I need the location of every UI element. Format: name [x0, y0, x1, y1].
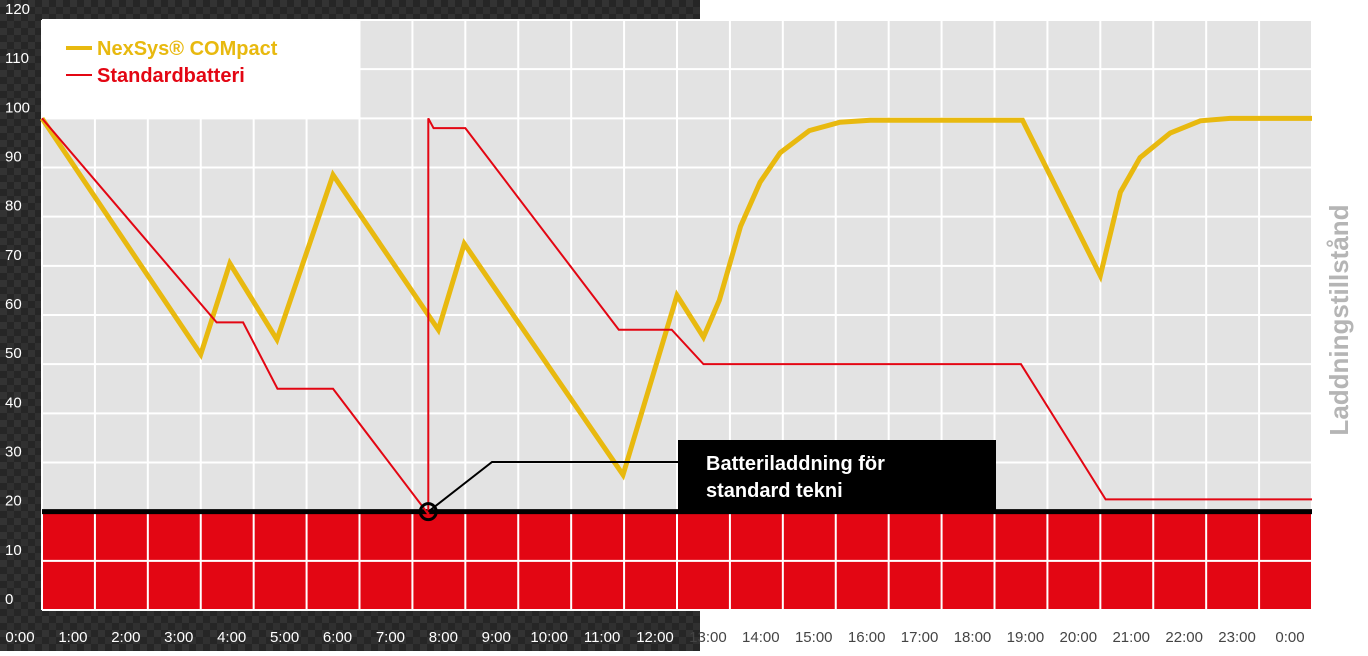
x-tick-label: 1:00 [58, 629, 87, 646]
y-tick-label: 70 [5, 247, 22, 264]
y-tick-label: 90 [5, 149, 22, 166]
annotation-box [678, 440, 996, 512]
x-tick-label: 22:00 [1165, 629, 1203, 646]
y-tick-label: 100 [5, 99, 30, 116]
series-line [39, 115, 1312, 481]
x-tick-label: 6:00 [323, 629, 352, 646]
x-tick-label: 19:00 [1007, 629, 1045, 646]
x-tick-label: 7:00 [376, 629, 405, 646]
legend-label: Standardbatteri [97, 65, 245, 87]
x-tick-label: 10:00 [530, 629, 568, 646]
x-tick-label: 9:00 [482, 629, 511, 646]
legend [42, 20, 360, 118]
y-tick-label: 10 [5, 542, 22, 559]
x-tick-label: 0:00 [1275, 629, 1304, 646]
y-tick-label: 30 [5, 444, 22, 461]
y-tick-label: 120 [5, 1, 30, 18]
series-line [41, 117, 1312, 518]
x-tick-label: 15:00 [795, 629, 833, 646]
x-tick-label: 21:00 [1112, 629, 1150, 646]
y-axis-label: Laddningstillstånd [1324, 204, 1354, 435]
x-tick-label: 5:00 [270, 629, 299, 646]
x-tick-label: 11:00 [584, 629, 620, 646]
y-tick-label: 0 [5, 591, 13, 608]
x-tick-label: 16:00 [848, 629, 886, 646]
annotation-text: standard tekni [706, 480, 843, 502]
x-tick-label: 0:00 [5, 629, 34, 646]
y-tick-label: 110 [5, 50, 29, 67]
x-tick-label: 2:00 [111, 629, 140, 646]
y-tick-label: 40 [5, 394, 22, 411]
legend-label: NexSys® COMpact [97, 38, 278, 60]
x-tick-label: 4:00 [217, 629, 246, 646]
x-tick-label: 17:00 [901, 629, 939, 646]
y-tick-label: 60 [5, 296, 22, 313]
annotation-marker [418, 502, 438, 522]
y-tick-label: 80 [5, 198, 22, 215]
x-tick-label: 23:00 [1218, 629, 1256, 646]
x-tick-label: 3:00 [164, 629, 193, 646]
y-tick-label: 20 [5, 493, 22, 510]
x-tick-label: 13:00 [689, 629, 727, 646]
x-tick-label: 12:00 [636, 629, 674, 646]
annotation-text: Batteriladdning för [706, 453, 885, 475]
x-tick-label: 18:00 [954, 629, 992, 646]
x-tick-label: 14:00 [742, 629, 780, 646]
x-tick-label: 8:00 [429, 629, 458, 646]
y-tick-label: 50 [5, 345, 22, 362]
annotation-leader [427, 461, 678, 513]
x-tick-label: 20:00 [1060, 629, 1098, 646]
